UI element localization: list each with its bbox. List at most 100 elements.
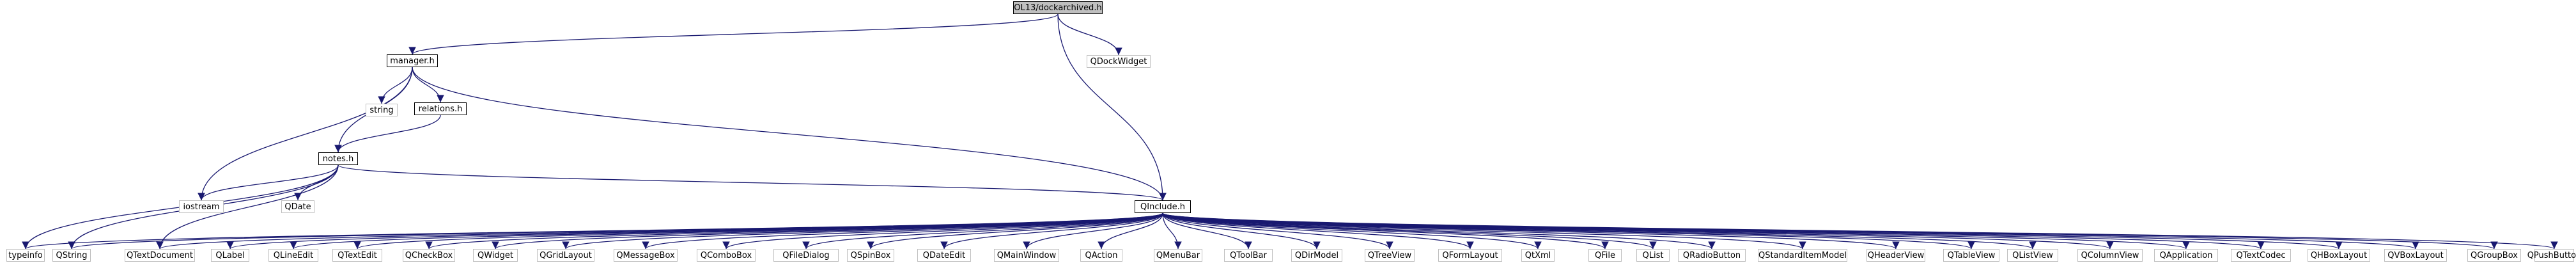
node-label: QHeaderView: [1868, 251, 1924, 260]
node-qdockwidget: QDockWidget: [1087, 55, 1151, 68]
edge-manager-h-to-string: [382, 67, 412, 104]
node-qgroupbox: QGroupBox: [2467, 249, 2521, 262]
node-label: string: [369, 106, 393, 115]
edge-qinclude-h-to-qhboxlayout: [1163, 213, 2339, 249]
node-label: QDate: [284, 202, 311, 212]
node-qstandarditemmodel: QStandardItemModel: [1758, 249, 1847, 262]
node-qdateedit: QDateEdit: [917, 249, 971, 262]
node-qwidget: QWidget: [473, 249, 518, 262]
node-qapplication: QApplication: [2154, 249, 2218, 262]
node-label: QColumnView: [2081, 251, 2139, 260]
node-label: QStandardItemModel: [1758, 251, 1847, 260]
node-qmessagebox: QMessageBox: [614, 249, 678, 262]
node-label: QApplication: [2160, 251, 2213, 260]
node-label: QRadioButton: [1683, 251, 1741, 260]
node-label: QFormLayout: [1442, 251, 1498, 260]
node-qhboxlayout: QHBoxLayout: [2308, 249, 2370, 262]
edge-notes-h-to-qinclude-h: [338, 165, 1163, 200]
edge-qinclude-h-to-qpushbutton: [1163, 213, 2554, 249]
node-label: QTextCodec: [2237, 251, 2286, 260]
node-qdate: QDate: [281, 200, 314, 213]
edge-ol13-dockarchived-h-to-qdockwidget: [1058, 14, 1119, 55]
node-qmenubar: QMenuBar: [1154, 249, 1202, 262]
node-qdirmodel: QDirModel: [1291, 249, 1342, 262]
node-typeinfo: typeinfo: [6, 249, 45, 262]
node-qradiobutton: QRadioButton: [1678, 249, 1746, 262]
node-label: OL13/dockarchived.h: [1014, 3, 1101, 13]
node-ol13-dockarchived-h[interactable]: OL13/dockarchived.h: [1013, 1, 1103, 14]
node-qtreeview: QTreeView: [1365, 249, 1415, 262]
edge-manager-h-to-qinclude-h: [412, 67, 1163, 200]
node-label: QDockWidget: [1090, 57, 1147, 67]
edge-qinclude-h-to-qlineedit: [293, 213, 1163, 249]
edge-qinclude-h-to-qtextcodec: [1163, 213, 2261, 249]
node-label: QLineEdit: [274, 251, 314, 260]
node-qfile: QFile: [1588, 249, 1622, 262]
node-qspinbox: QSpinBox: [847, 249, 894, 262]
node-qcolumnview: QColumnView: [2077, 249, 2143, 262]
node-qtoolbar: QToolBar: [1224, 249, 1273, 262]
node-qlistview: QListView: [2007, 249, 2058, 262]
node-qlist: QList: [1636, 249, 1670, 262]
node-label: QPushButton: [2527, 251, 2576, 260]
edge-manager-h-to-relations-h: [412, 67, 440, 102]
node-label: QToolBar: [1230, 251, 1267, 260]
node-label: iostream: [183, 202, 219, 212]
node-qfiledialog: QFileDialog: [773, 249, 839, 262]
node-label: QFile: [1595, 251, 1615, 260]
node-label: QFileDialog: [782, 251, 829, 260]
node-label: QTreeView: [1368, 251, 1411, 260]
node-label: QWidget: [477, 251, 513, 260]
node-label: QHBoxLayout: [2311, 251, 2367, 260]
node-label: QDateEdit: [923, 251, 965, 260]
node-qaction: QAction: [1080, 249, 1122, 262]
node-label: manager.h: [390, 56, 435, 66]
node-label: QGridLayout: [539, 251, 592, 260]
node-qlineedit: QLineEdit: [268, 249, 318, 262]
node-label: QString: [56, 251, 87, 260]
node-qheaderview: QHeaderView: [1866, 249, 1925, 262]
node-string: string: [366, 104, 398, 116]
node-manager-h[interactable]: manager.h: [387, 54, 438, 67]
node-qformlayout: QFormLayout: [1438, 249, 1502, 262]
edge-qinclude-h-to-qtextedit: [357, 213, 1163, 249]
node-qcheckbox: QCheckBox: [403, 249, 455, 262]
node-qgridlayout: QGridLayout: [537, 249, 594, 262]
node-label: notes.h: [323, 154, 353, 164]
node-label: typeinfo: [8, 251, 42, 260]
node-label: QtXml: [1525, 251, 1551, 260]
node-qtextcodec: QTextCodec: [2231, 249, 2291, 262]
node-qmainwindow: QMainWindow: [994, 249, 1059, 262]
node-qcombobox: QComboBox: [697, 249, 756, 262]
node-qtxml: QtXml: [1521, 249, 1555, 262]
node-qtextedit: QTextEdit: [332, 249, 382, 262]
node-label: QMenuBar: [1156, 251, 1200, 260]
edge-ol13-dockarchived-h-to-manager-h: [412, 14, 1058, 54]
node-label: QSpinBox: [851, 251, 891, 260]
node-label: QLabel: [215, 251, 244, 260]
node-label: QMainWindow: [997, 251, 1057, 260]
node-notes-h[interactable]: notes.h: [318, 152, 358, 165]
edge-relations-h-to-notes-h: [338, 115, 440, 152]
node-label: QTextDocument: [127, 251, 193, 260]
node-label: relations.h: [419, 104, 463, 114]
node-qtextdocument: QTextDocument: [125, 249, 195, 262]
node-label: QDirModel: [1295, 251, 1338, 260]
node-relations-h[interactable]: relations.h: [414, 102, 467, 115]
edge-qinclude-h-to-qstring: [72, 213, 1163, 249]
node-label: QInclude.h: [1140, 202, 1185, 212]
edge-manager-h-to-iostream: [201, 67, 412, 200]
node-label: QAction: [1085, 251, 1118, 260]
node-qinclude-h[interactable]: QInclude.h: [1135, 200, 1191, 213]
node-qstring: QString: [52, 249, 91, 262]
node-label: QTextEdit: [338, 251, 377, 260]
node-label: QList: [1643, 251, 1664, 260]
node-label: QComboBox: [701, 251, 752, 260]
node-label: QGroupBox: [2471, 251, 2518, 260]
node-iostream: iostream: [179, 200, 224, 213]
node-qlabel: QLabel: [211, 249, 249, 262]
node-qvboxlayout: QVBoxLayout: [2384, 249, 2447, 262]
node-qtableview: QTableView: [1943, 249, 1999, 262]
